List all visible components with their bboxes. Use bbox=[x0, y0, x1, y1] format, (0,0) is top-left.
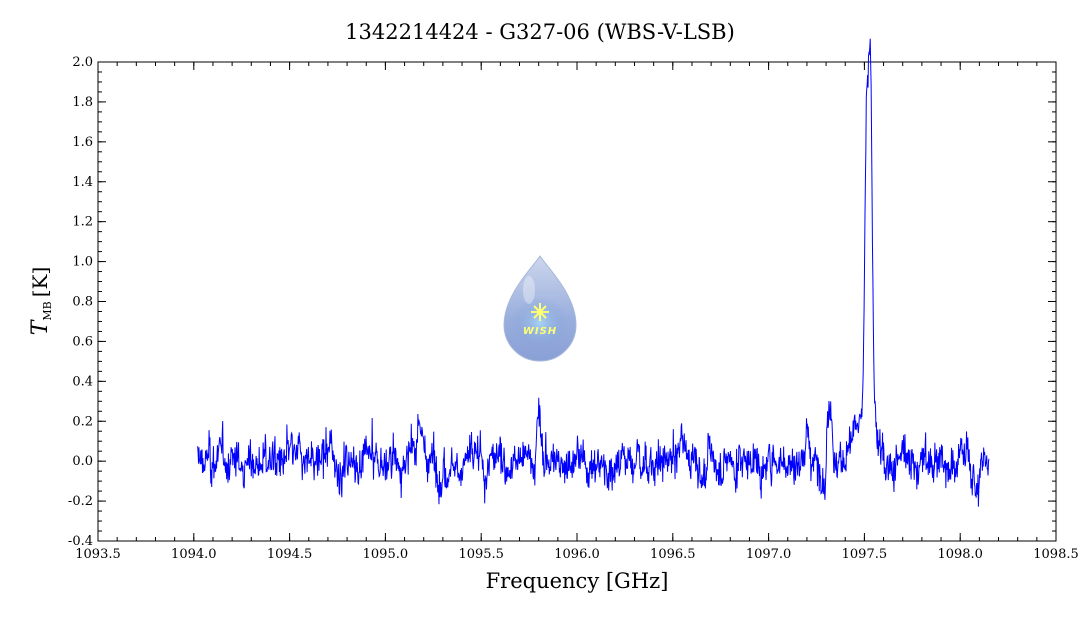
x-tick-label: 1096.0 bbox=[554, 547, 600, 562]
star-icon bbox=[531, 303, 549, 321]
y-tick-label: 0.6 bbox=[72, 334, 93, 349]
y-tick-label: 1.4 bbox=[72, 175, 93, 190]
y-tick-label: 0.0 bbox=[72, 454, 93, 469]
x-tick-label: 1096.5 bbox=[650, 547, 696, 562]
x-axis-label: Frequency [GHz] bbox=[486, 569, 669, 593]
axis-tick-labels: 1093.5 1094.0 1094.5 1095.0 1095.5 1096.0 1096… bbox=[68, 55, 1079, 562]
wish-label: WISH bbox=[523, 326, 557, 337]
y-tick-label: -0.2 bbox=[68, 494, 93, 509]
x-tick-label: 1097.5 bbox=[842, 547, 888, 562]
plot-frame bbox=[97, 61, 1057, 542]
y-tick-label: 0.4 bbox=[72, 374, 93, 389]
x-tick-label: 1094.5 bbox=[267, 547, 313, 562]
y-tick-label: 1.8 bbox=[72, 95, 93, 110]
y-tick-label: 1.0 bbox=[72, 255, 93, 270]
y-tick-label: 0.8 bbox=[72, 295, 93, 310]
y-tick-label: -0.4 bbox=[68, 534, 93, 549]
x-tick-label: 1097.0 bbox=[746, 547, 792, 562]
y-axis-label: TMB [K] bbox=[28, 267, 54, 336]
y-tick-label: 0.2 bbox=[72, 414, 93, 429]
x-tick-label: 1095.0 bbox=[363, 547, 409, 562]
wish-logo: WISH bbox=[503, 255, 577, 362]
axis-ticks bbox=[97, 61, 1057, 542]
y-axis-subscript: MB bbox=[41, 301, 54, 320]
y-tick-label: 2.0 bbox=[72, 55, 93, 70]
y-tick-label: 1.6 bbox=[72, 135, 93, 150]
y-axis-unit: [K] bbox=[28, 267, 52, 298]
x-tick-label: 1094.0 bbox=[171, 547, 217, 562]
series-group bbox=[197, 38, 990, 507]
y-axis-symbol: T bbox=[28, 318, 53, 335]
x-tick-label: 1095.5 bbox=[458, 547, 504, 562]
x-tick-label: 1098.5 bbox=[1033, 547, 1079, 562]
spectrum-line bbox=[197, 38, 990, 507]
x-tick-label: 1093.5 bbox=[75, 547, 121, 562]
y-tick-label: 1.2 bbox=[72, 215, 93, 230]
chart-title: 1342214424 - G327-06 (WBS-V-LSB) bbox=[345, 20, 735, 44]
x-tick-label: 1098.0 bbox=[937, 547, 983, 562]
